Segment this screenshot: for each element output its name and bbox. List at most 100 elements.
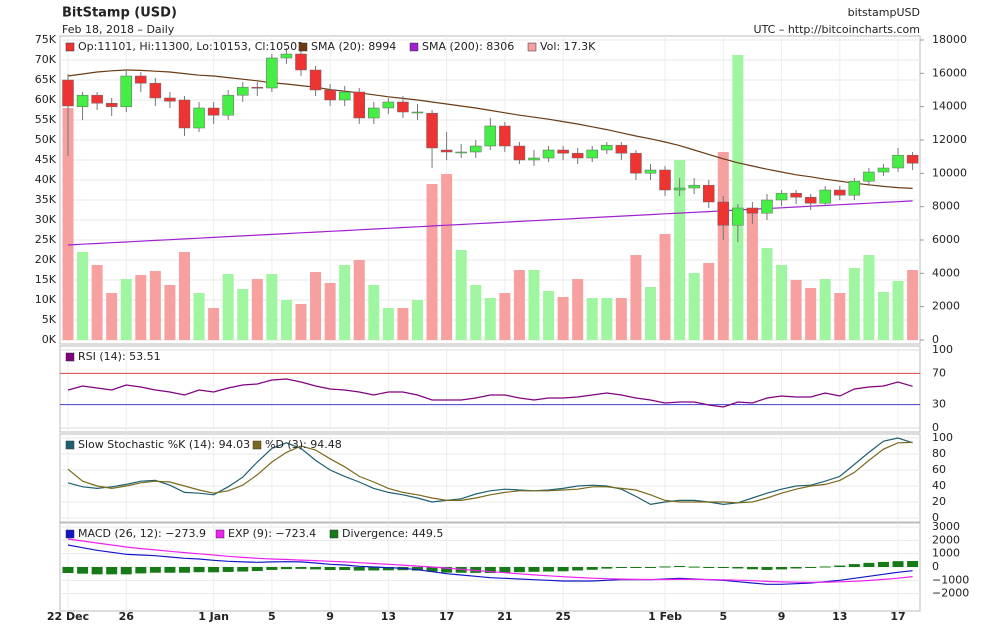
bar xyxy=(790,567,802,569)
candle-body xyxy=(324,89,336,101)
y-tick-label: 75K xyxy=(35,33,57,46)
candle-body xyxy=(877,167,890,173)
y-tick-label: 100 xyxy=(932,431,953,444)
candle-body xyxy=(732,207,744,226)
candle-body xyxy=(848,180,861,196)
y-tick-label: 70K xyxy=(35,53,57,66)
bar xyxy=(848,564,860,567)
bar xyxy=(280,300,292,340)
candle-body xyxy=(149,82,162,99)
bar xyxy=(907,561,919,567)
bar xyxy=(630,567,642,568)
candle-body xyxy=(164,97,176,102)
y2-tick-label: 16000 xyxy=(932,66,967,79)
bar xyxy=(892,561,904,567)
candle-body xyxy=(382,101,395,109)
y-tick-label: 30 xyxy=(932,398,946,411)
x-tick-label: 1 Jan xyxy=(198,610,229,623)
y-tick-label: 20K xyxy=(35,253,57,266)
candle-body xyxy=(601,144,613,151)
bar xyxy=(310,272,322,340)
bar xyxy=(615,567,627,568)
y-tick-label: −2000 xyxy=(932,587,969,600)
bar xyxy=(208,567,220,573)
bar xyxy=(411,567,423,571)
y-tick-label: 35K xyxy=(35,193,57,206)
bar xyxy=(339,567,351,571)
bar xyxy=(222,274,234,340)
candle-body xyxy=(222,94,234,116)
y-tick-label: 20 xyxy=(932,495,946,508)
bar xyxy=(572,279,584,340)
bar xyxy=(310,567,322,570)
candle-body xyxy=(426,112,438,149)
legend-label: RSI (14): 53.51 xyxy=(78,350,161,363)
y2-tick-label: 2000 xyxy=(932,300,960,313)
panel-frame xyxy=(59,345,921,433)
legend-label: SMA (200): 8306 xyxy=(422,40,514,53)
bar xyxy=(484,298,496,340)
candle-body xyxy=(499,125,511,147)
candle-body xyxy=(804,196,817,204)
bar xyxy=(819,566,831,568)
candle-body xyxy=(484,125,497,147)
bar xyxy=(135,275,147,340)
bar xyxy=(382,308,394,340)
bar xyxy=(805,567,817,568)
candle-body xyxy=(892,154,904,169)
candle-body xyxy=(207,107,220,116)
x-tick-label: 1 Feb xyxy=(648,610,682,623)
bar xyxy=(382,567,394,571)
bar xyxy=(353,567,365,571)
bar xyxy=(222,567,234,572)
candle-body xyxy=(455,151,467,154)
bar xyxy=(761,567,773,570)
candle-body xyxy=(178,99,191,129)
bar xyxy=(513,567,525,573)
y-tick-label: 0 xyxy=(932,560,939,573)
y-tick-label: 100 xyxy=(932,343,953,356)
candle-body xyxy=(746,207,759,214)
y2-tick-label: 0 xyxy=(932,333,939,346)
legend-swatch xyxy=(409,42,419,52)
legend-swatch xyxy=(329,529,339,539)
bar xyxy=(164,567,176,573)
bar xyxy=(601,567,613,569)
candle-body xyxy=(571,152,584,159)
bar xyxy=(586,567,598,570)
candle-body xyxy=(353,91,365,119)
line xyxy=(67,69,913,189)
bar xyxy=(499,567,511,573)
bar xyxy=(863,255,875,340)
candle-body xyxy=(280,53,293,59)
bar xyxy=(324,567,336,571)
bar xyxy=(703,567,715,568)
bar xyxy=(499,293,511,340)
bar xyxy=(586,298,598,340)
bar xyxy=(688,566,700,568)
bar xyxy=(717,152,729,340)
y-tick-label: 45K xyxy=(35,153,57,166)
bar xyxy=(193,567,205,573)
bar xyxy=(907,270,919,340)
candle-body xyxy=(528,157,540,161)
candle-body xyxy=(659,169,671,191)
bar xyxy=(819,279,831,340)
bar xyxy=(746,567,758,570)
bar xyxy=(178,252,190,340)
y-tick-label: 0K xyxy=(42,333,57,346)
line xyxy=(67,378,913,408)
y2-tick-label: 4000 xyxy=(932,266,960,279)
line xyxy=(67,437,913,506)
bar xyxy=(528,567,540,572)
x-tick-label: 5 xyxy=(268,610,276,623)
y-tick-label: 40K xyxy=(35,173,57,186)
bar xyxy=(877,292,889,340)
candle-body xyxy=(469,145,482,153)
bar xyxy=(644,567,656,568)
bar xyxy=(295,304,307,340)
bar xyxy=(426,567,438,572)
y2-tick-label: 6000 xyxy=(932,233,960,246)
bar xyxy=(455,250,467,340)
candle-body xyxy=(135,75,147,84)
